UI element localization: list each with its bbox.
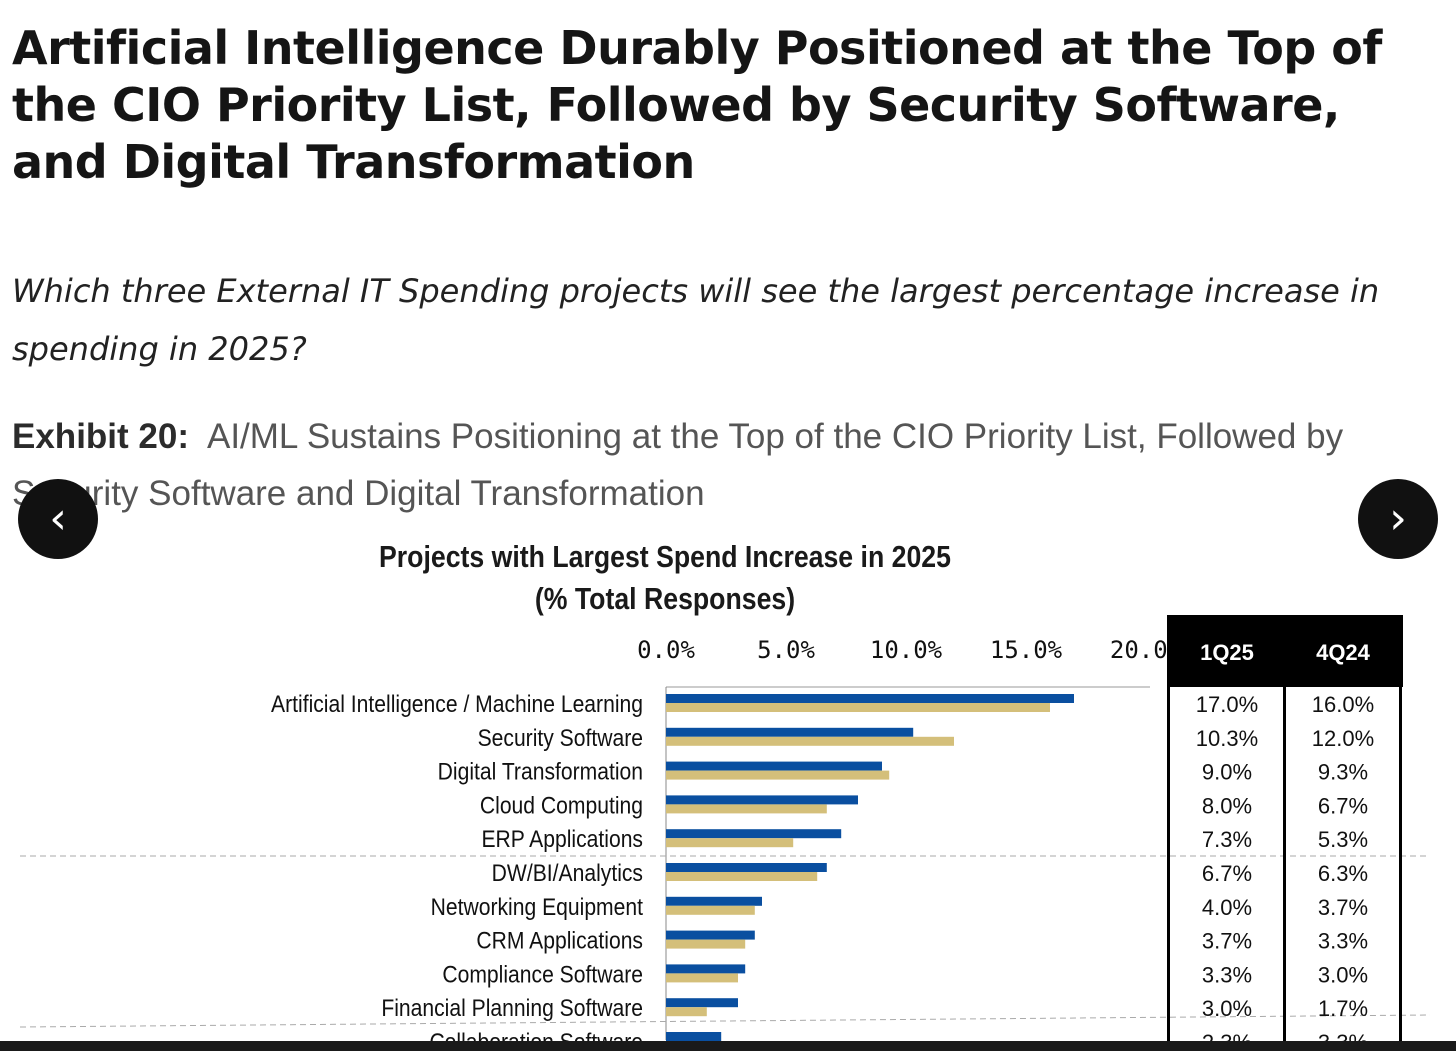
bar-1q25 [666, 694, 1074, 703]
chart-subtitle: (% Total Responses) [534, 581, 796, 616]
bar-4q24 [666, 703, 1050, 712]
category-label: Digital Transformation [438, 758, 643, 785]
bar-4q24 [666, 973, 738, 983]
table-cell: 10.3% [1196, 726, 1258, 751]
category-label: Compliance Software [442, 961, 643, 988]
table-cell: 3.0% [1318, 962, 1368, 987]
category-label: Artificial Intelligence / Machine Learni… [271, 691, 643, 718]
bar-4q24 [666, 838, 794, 848]
survey-question: Which three External IT Spending project… [12, 272, 1380, 368]
bar-1q25 [666, 829, 842, 839]
table-cell: 9.0% [1202, 760, 1252, 785]
dashed-separator [19, 1014, 1431, 1028]
x-tick-label: 15.0% [990, 636, 1063, 664]
chevron-right-icon: › [1389, 493, 1407, 544]
table-border [1167, 687, 1170, 1041]
category-label: DW/BI/Analytics [492, 860, 643, 887]
table-cell: 3.0% [1202, 996, 1252, 1021]
table-cell: 12.0% [1312, 726, 1374, 751]
bar-1q25 [666, 1032, 722, 1041]
bar-4q24 [666, 736, 954, 746]
category-label: Cloud Computing [480, 792, 643, 819]
bottom-bar [0, 1041, 1456, 1051]
chevron-left-icon: ‹ [49, 493, 67, 544]
x-tick-label: 5.0% [757, 636, 815, 664]
bar-1q25 [666, 761, 882, 771]
bar-1q25 [666, 964, 746, 974]
bar-1q25 [666, 930, 755, 940]
bar-4q24 [666, 1007, 707, 1017]
bar-4q24 [666, 905, 755, 915]
bar-1q25 [666, 863, 827, 872]
x-tick-label: 10.0% [870, 636, 943, 664]
category-label: Security Software [478, 725, 643, 752]
chart-title: Projects with Largest Spend Increase in … [308, 536, 1022, 620]
table-header-4q24: 4Q24 [1316, 640, 1371, 665]
table-cell: 9.3% [1318, 760, 1368, 785]
chart-title-main: Projects with Largest Spend Increase in … [379, 539, 951, 574]
x-tick-label: 0.0% [637, 636, 695, 664]
table-cell: 3.3% [1318, 929, 1368, 954]
bar-1q25 [666, 896, 762, 906]
table-cell: 16.0% [1312, 692, 1374, 717]
table-cell: 6.7% [1202, 861, 1252, 886]
article-headline: Artificial Intelligence Durably Position… [12, 21, 1382, 189]
table-cell: 3.7% [1318, 895, 1368, 920]
exhibit-caption: Exhibit 20: AI/ML Sustains Positioning at… [12, 408, 1432, 522]
table-cell: 7.3% [1202, 827, 1252, 852]
table-cell: 6.7% [1318, 793, 1368, 818]
bar-1q25 [666, 727, 914, 737]
exhibit-label: Exhibit 20: [12, 417, 189, 456]
bar-4q24 [666, 939, 746, 949]
category-label: Networking Equipment [431, 894, 644, 921]
table-border [1283, 687, 1286, 1041]
bar-4q24 [666, 872, 818, 881]
table-cell: 8.0% [1202, 793, 1252, 818]
table-cell: 4.0% [1202, 895, 1252, 920]
bar-1q25 [666, 998, 738, 1008]
previous-slide-button[interactable]: ‹ [18, 479, 98, 559]
table-cell: 17.0% [1196, 692, 1258, 717]
table-border [1399, 687, 1402, 1041]
category-label: ERP Applications [481, 826, 643, 853]
table-header-bg [1167, 615, 1403, 687]
table-cell: 3.3% [1202, 962, 1252, 987]
next-slide-button[interactable]: › [1358, 479, 1438, 559]
category-label: Financial Planning Software [381, 995, 643, 1022]
table-cell: 3.7% [1202, 929, 1252, 954]
bar-4q24 [666, 804, 827, 814]
table-cell: 6.3% [1318, 861, 1368, 886]
exhibit-text: AI/ML Sustains Positioning at the Top of… [12, 417, 1344, 513]
bar-4q24 [666, 770, 890, 780]
table-cell: 5.3% [1318, 827, 1368, 852]
table-cell: 1.7% [1318, 996, 1368, 1021]
bar-1q25 [666, 795, 858, 805]
table-header-1q25: 1Q25 [1200, 640, 1254, 665]
category-label: CRM Applications [476, 927, 643, 954]
